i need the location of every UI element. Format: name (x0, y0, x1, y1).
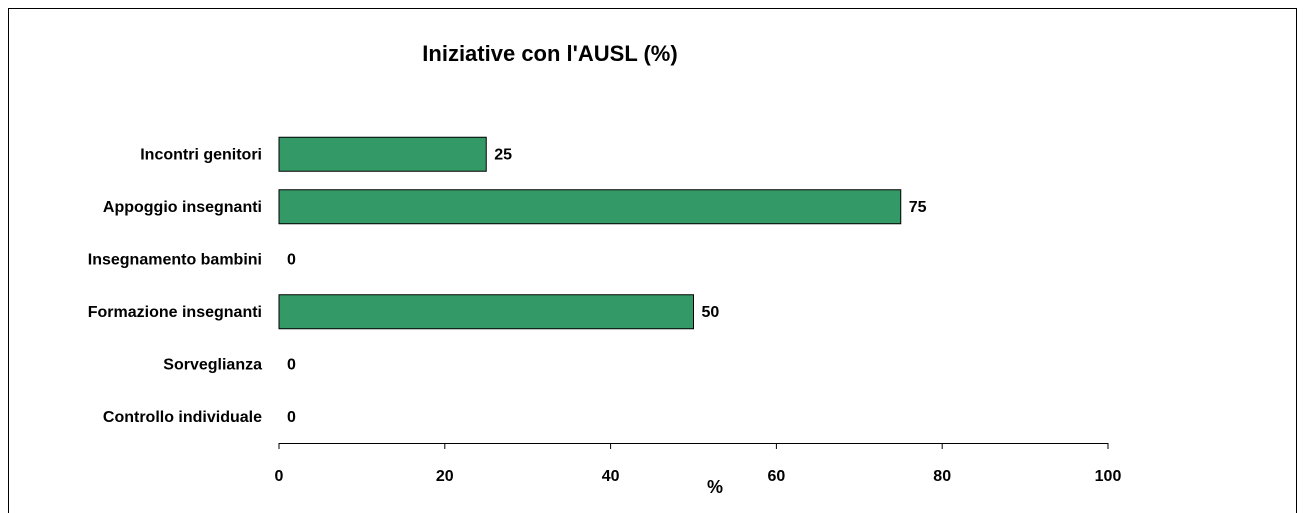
y-tick-label: Formazione insegnanti (88, 304, 262, 321)
chart-title: Iniziative con l'AUSL (%) (422, 41, 677, 66)
value-label: 25 (494, 146, 512, 163)
value-label: 50 (702, 304, 720, 321)
bar (278, 189, 902, 225)
x-tick-label: 0 (275, 468, 284, 485)
x-tick-label: 100 (1095, 468, 1122, 485)
value-label: 0 (287, 356, 296, 373)
y-tick-label: Incontri genitori (140, 146, 262, 163)
value-label: 75 (909, 199, 927, 216)
y-tick-label: Controllo individuale (103, 409, 262, 426)
x-tick-label: 60 (768, 468, 786, 485)
y-tick-label: Sorveglianza (163, 356, 262, 373)
bar (278, 136, 487, 172)
value-label: 0 (287, 251, 296, 268)
y-tick-label: Appoggio insegnanti (103, 199, 262, 216)
x-tick-label: 20 (436, 468, 454, 485)
chart-border (8, 8, 1297, 513)
x-tick-label: 80 (933, 468, 951, 485)
y-tick-label: Insegnamento bambini (88, 251, 262, 268)
x-tick-label: 40 (602, 468, 620, 485)
x-axis-label: % (707, 477, 723, 497)
value-label: 0 (287, 409, 296, 426)
bar (278, 294, 694, 330)
